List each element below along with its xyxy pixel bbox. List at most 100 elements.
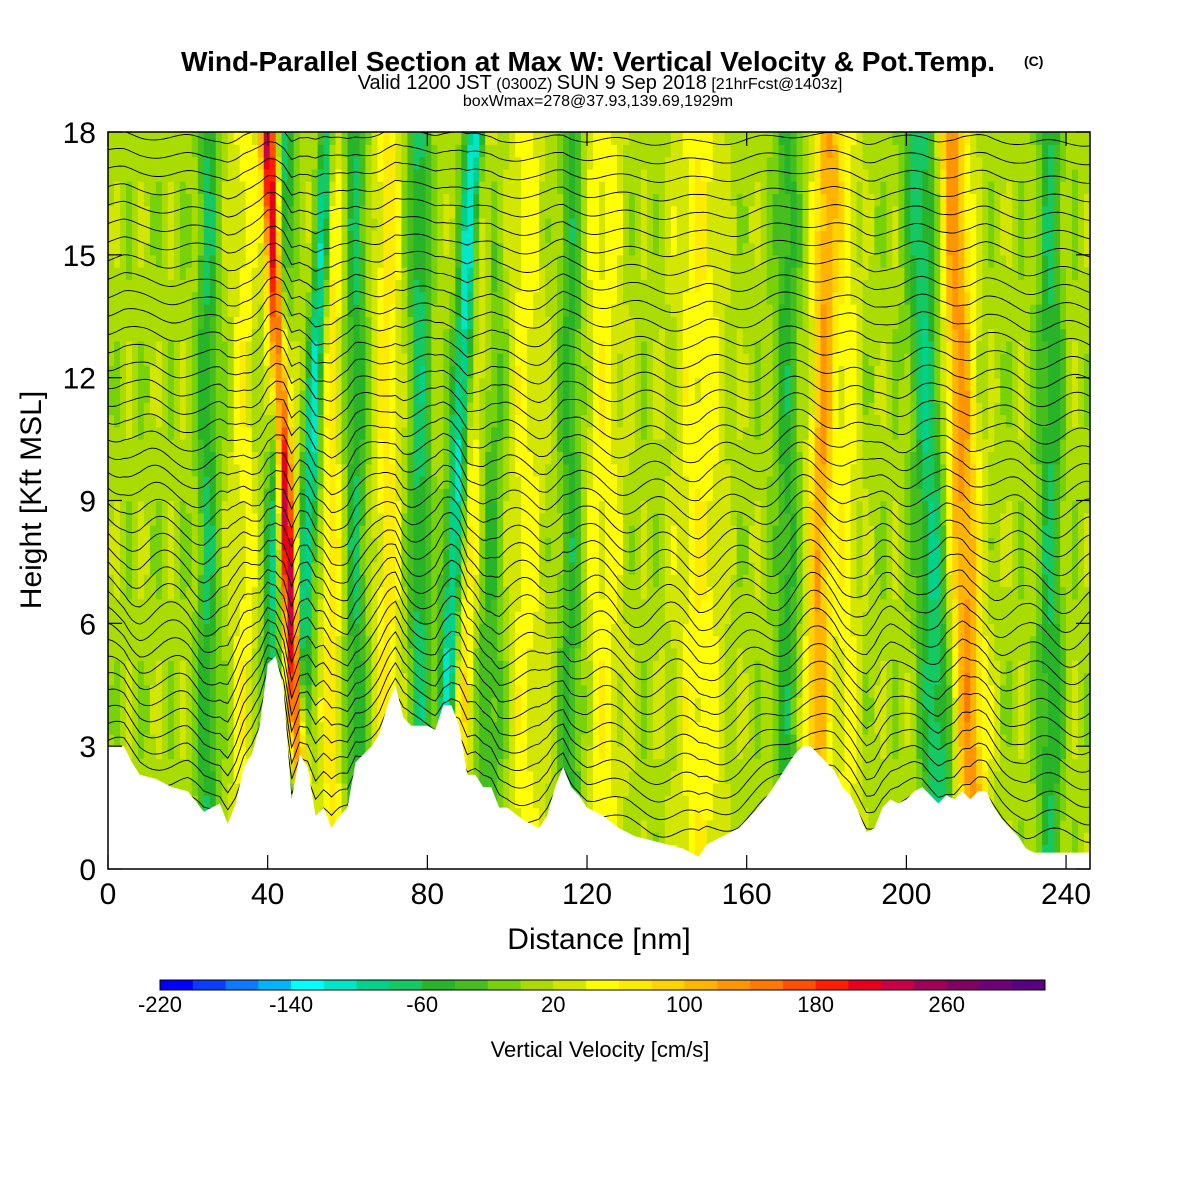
velocity-cell	[251, 304, 259, 317]
velocity-cell	[515, 697, 522, 710]
velocity-cell	[311, 463, 319, 477]
velocity-cell	[323, 512, 331, 526]
velocity-cell	[539, 783, 546, 796]
velocity-cell	[221, 598, 229, 612]
velocity-cell	[227, 537, 235, 551]
velocity-cell	[161, 623, 169, 637]
velocity-cell	[467, 611, 474, 624]
velocity-cell	[401, 340, 408, 354]
velocity-cell	[353, 746, 361, 760]
velocity-cell	[479, 586, 486, 600]
velocity-cell	[335, 807, 343, 821]
velocity-cell	[191, 635, 199, 649]
velocity-cell	[365, 598, 373, 612]
velocity-cell	[179, 254, 187, 268]
velocity-cell	[132, 242, 139, 256]
velocity-cell	[126, 328, 133, 342]
velocity-cell	[539, 340, 546, 354]
velocity-cell	[114, 218, 121, 231]
velocity-cell	[215, 426, 223, 440]
velocity-cell	[137, 647, 145, 661]
velocity-cell	[197, 439, 205, 452]
velocity-cell	[539, 230, 546, 244]
velocity-cell	[461, 242, 468, 256]
velocity-cell	[221, 697, 229, 710]
velocity-cell	[329, 242, 337, 256]
velocity-cell	[287, 132, 295, 145]
velocity-cell	[593, 684, 600, 698]
velocity-cell	[455, 414, 462, 428]
velocity-cell	[395, 574, 402, 588]
velocity-cell	[563, 340, 570, 354]
velocity-cell	[389, 463, 396, 477]
velocity-cell	[473, 439, 480, 452]
velocity-cell	[215, 218, 223, 231]
velocity-cell	[149, 451, 157, 465]
velocity-cell	[479, 672, 486, 686]
velocity-cell	[137, 758, 145, 772]
velocity-cell	[305, 439, 313, 452]
velocity-cell	[149, 611, 157, 624]
velocity-cell	[287, 574, 295, 588]
velocity-cell	[108, 267, 115, 280]
velocity-cell	[497, 218, 504, 231]
velocity-cell	[563, 181, 570, 194]
velocity-cell	[587, 402, 594, 416]
velocity-cell	[551, 267, 558, 280]
velocity-cell	[389, 254, 396, 268]
velocity-cell	[473, 426, 480, 440]
velocity-cell	[527, 218, 534, 231]
velocity-cell	[521, 316, 528, 330]
velocity-cell	[497, 291, 504, 305]
velocity-cell	[215, 402, 223, 416]
velocity-cell	[437, 377, 444, 391]
velocity-cell	[359, 132, 367, 145]
velocity-cell	[377, 574, 385, 588]
velocity-cell	[317, 635, 325, 649]
velocity-cell	[515, 672, 522, 686]
velocity-cell	[287, 660, 295, 674]
velocity-cell	[359, 267, 367, 280]
velocity-cell	[209, 475, 217, 489]
velocity-cell	[269, 451, 277, 465]
velocity-cell	[593, 328, 600, 342]
velocity-cell	[167, 279, 175, 293]
velocity-cell	[503, 549, 510, 563]
velocity-cell	[197, 623, 205, 637]
velocity-cell	[108, 353, 115, 366]
velocity-cell	[479, 549, 486, 563]
velocity-cell	[203, 611, 211, 624]
velocity-cell	[227, 475, 235, 489]
velocity-cell	[197, 340, 205, 354]
velocity-cell	[599, 451, 606, 465]
velocity-cell	[461, 537, 468, 551]
velocity-cell	[132, 193, 139, 207]
velocity-cell	[347, 525, 355, 538]
velocity-cell	[569, 267, 576, 280]
velocity-cell	[455, 242, 462, 256]
velocity-cell	[377, 660, 385, 674]
velocity-cell	[257, 439, 265, 452]
velocity-cell	[233, 598, 241, 612]
velocity-cell	[545, 439, 552, 452]
velocity-cell	[197, 132, 205, 145]
velocity-cell	[587, 426, 594, 440]
velocity-cell	[185, 623, 193, 637]
velocity-cell	[491, 328, 498, 342]
velocity-cell	[425, 561, 432, 575]
velocity-cell	[383, 561, 390, 575]
velocity-cell	[239, 721, 247, 735]
velocity-cell	[311, 647, 319, 661]
velocity-cell	[431, 242, 438, 256]
velocity-cell	[185, 537, 193, 551]
velocity-cell	[485, 144, 492, 158]
velocity-cell	[455, 230, 462, 244]
velocity-cell	[179, 672, 187, 686]
velocity-cell	[563, 549, 570, 563]
velocity-cell	[179, 660, 187, 674]
velocity-cell	[473, 242, 480, 256]
velocity-cell	[179, 230, 187, 244]
velocity-cell	[503, 365, 510, 379]
velocity-cell	[353, 377, 361, 391]
velocity-cell	[443, 242, 450, 256]
